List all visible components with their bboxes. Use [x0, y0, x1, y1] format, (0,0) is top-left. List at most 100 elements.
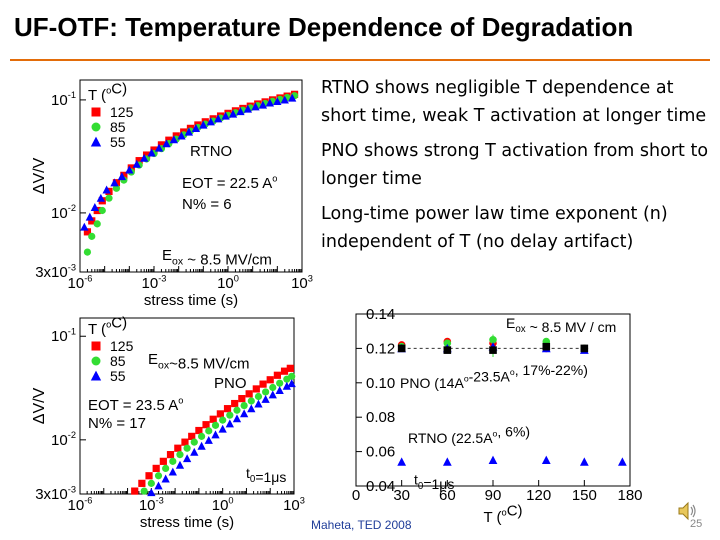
data-point-85 — [112, 184, 121, 192]
x-tick-label: 0 — [352, 487, 360, 504]
data-point — [579, 457, 589, 466]
x-tick-label: 103 — [291, 273, 313, 292]
data-point-55 — [221, 111, 230, 120]
data-point-85 — [262, 388, 270, 396]
legend-label: 55 — [110, 368, 126, 384]
y-tick-label: 10-1 — [51, 326, 76, 345]
data-point-55 — [273, 97, 282, 105]
citation: Maheta, TED 2008 — [311, 518, 412, 532]
pno-degradation-chart: 10-6 10-3 100 103 10-1 10-2 3x10-3 stress time … — [31, 314, 305, 531]
data-point-85 — [205, 427, 213, 435]
data-point-125 — [245, 390, 253, 398]
data-point-85 — [226, 411, 234, 419]
data-point-55 — [268, 390, 277, 399]
data-point-125 — [266, 376, 274, 384]
data-point-125 — [252, 385, 260, 393]
data-point-125 — [181, 438, 189, 446]
data-point — [541, 455, 551, 464]
data-point-125 — [195, 426, 203, 435]
data-point-55 — [154, 481, 163, 490]
data-point-85 — [190, 438, 198, 446]
y-tick-label: 0.12 — [366, 340, 395, 357]
speaker-icon[interactable] — [676, 500, 698, 522]
y-tick-label: 10-1 — [51, 90, 76, 109]
data-point — [542, 342, 551, 351]
y-tick-label: 10-2 — [51, 203, 76, 222]
x-tick-label: 103 — [283, 495, 305, 514]
data-point-55 — [147, 148, 156, 157]
y-tick-label: 10-2 — [51, 430, 76, 449]
data-point-125 — [142, 151, 151, 159]
data-point-55 — [96, 193, 105, 202]
data-point-125 — [280, 367, 289, 375]
x-tick-label: 180 — [617, 487, 642, 504]
legend-marker — [90, 136, 102, 147]
exponent-vs-temperature-chart: 0.04 0.06 0.08 0.10 0.12 0.14 0 30 60 90 120 150 180… — [352, 306, 643, 526]
data-point — [489, 336, 497, 344]
slide-title: UF-OTF: Temperature Dependence of Degrad… — [14, 12, 634, 42]
data-point-85 — [254, 392, 263, 401]
legend-marker — [91, 107, 101, 117]
data-point-125 — [216, 410, 224, 418]
data-point-55 — [190, 447, 199, 456]
data-point — [580, 344, 589, 353]
data-point-55 — [282, 381, 291, 390]
rtno-degradation-chart: 10-6 10-3 100 103 10-1 10-2 3x10-3 stress time … — [31, 79, 313, 309]
data-point-55 — [211, 430, 220, 439]
data-point-85 — [105, 194, 113, 202]
x-axis-label: T (oC) — [483, 502, 522, 526]
legend-marker — [91, 356, 101, 366]
x-tick-label: 90 — [485, 487, 502, 504]
data-point-55 — [228, 109, 238, 118]
data-point-125 — [152, 464, 160, 472]
data-point-85 — [247, 397, 255, 405]
data-point-125 — [174, 444, 182, 452]
legend-label: 55 — [110, 134, 126, 150]
legend-title: T (oC) — [88, 314, 127, 338]
data-point-85 — [93, 220, 101, 228]
data-point-55 — [254, 399, 263, 408]
data-point-55 — [225, 419, 234, 428]
x-tick-label: 30 — [393, 487, 410, 504]
data-point-85 — [147, 479, 155, 487]
y-axis-label: ΔV/V — [31, 157, 48, 194]
data-point-55 — [161, 474, 170, 483]
y-tick-label: 0.08 — [366, 409, 395, 426]
data-point-125 — [120, 171, 128, 179]
data-point-85 — [219, 416, 227, 424]
nitrogen-annotation: N% = 6 — [182, 196, 232, 213]
chart-series-label: PNO — [214, 375, 247, 392]
t0-annotation: t0=1μs — [246, 465, 286, 485]
data-point-125 — [188, 432, 196, 440]
plot-frame — [79, 79, 303, 273]
plot-frame — [79, 317, 295, 495]
data-point-55 — [175, 460, 185, 469]
data-point-85 — [211, 421, 220, 429]
data-point-85 — [269, 383, 277, 392]
data-point-55 — [288, 93, 297, 102]
nitrogen-annotation: N% = 17 — [88, 415, 146, 432]
data-point-125 — [159, 457, 167, 465]
pno-annotation: PNO (14Ao-23.5Ao, 17%-22%) — [400, 362, 588, 391]
data-point-125 — [83, 228, 92, 236]
data-point-85 — [288, 372, 296, 380]
data-point-55 — [110, 178, 119, 187]
data-point-55 — [169, 135, 179, 144]
data-point — [618, 457, 627, 466]
data-point-125 — [127, 164, 135, 172]
data-point-55 — [280, 95, 289, 104]
data-point-55 — [132, 159, 141, 168]
data-point — [443, 339, 452, 348]
data-point-85 — [154, 472, 163, 480]
data-point-85 — [88, 232, 96, 240]
data-point-125 — [202, 421, 210, 429]
data-point — [489, 346, 497, 354]
x-tick-label: 100 — [212, 495, 234, 514]
data-point — [488, 455, 498, 464]
legend-label: 125 — [110, 104, 134, 120]
data-point-55 — [147, 488, 156, 497]
data-point — [397, 344, 406, 353]
data-point-125 — [135, 157, 143, 165]
data-point-55 — [191, 124, 201, 132]
data-point-55 — [243, 104, 253, 113]
